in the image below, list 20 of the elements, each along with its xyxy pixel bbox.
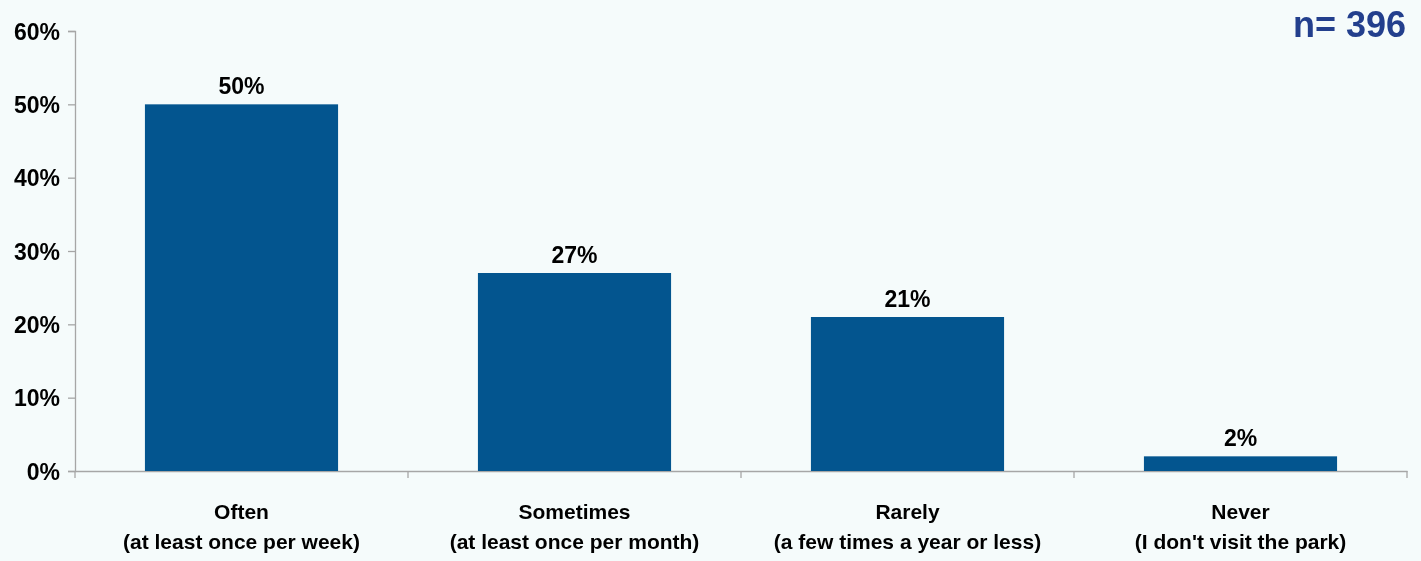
x-tick-label: Rarely (a few times a year or less) [773, 500, 1042, 553]
y-tick-label: 50% [13, 91, 60, 118]
bar [810, 317, 1005, 471]
data-label: 27% [551, 242, 598, 268]
annotation: n= 396 [1292, 4, 1406, 45]
y-tick-label: 30% [13, 238, 60, 265]
y-tick-label: 60% [13, 18, 60, 45]
y-tick-label: 40% [13, 165, 60, 192]
data-label: 21% [884, 286, 931, 312]
y-tick-label: 20% [13, 311, 60, 338]
data-label: 50% [218, 73, 265, 100]
y-tick-label: 0% [26, 458, 60, 485]
x-tick-label: Often (at least once per week) [123, 500, 360, 553]
bar [477, 273, 672, 471]
x-tick-label: Sometimes (at least once per month) [449, 500, 700, 553]
bar [144, 104, 339, 471]
y-tick-label: 10% [13, 385, 60, 412]
bar [1143, 456, 1338, 471]
x-tick-label: Never (I don't visit the park) [1134, 500, 1347, 553]
data-label: 2% [1223, 425, 1258, 452]
